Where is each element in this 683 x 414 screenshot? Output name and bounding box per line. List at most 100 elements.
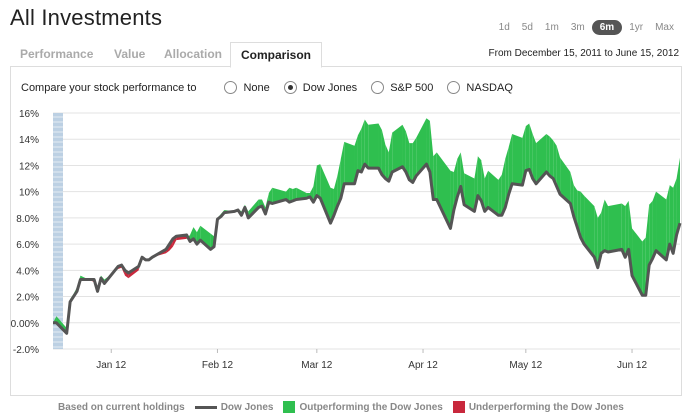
- performance-fill-segment: [429, 120, 434, 200]
- performance-fill-segment: [477, 156, 482, 201]
- performance-fill-segment: [412, 137, 417, 183]
- y-tick-label: 6.0%: [16, 240, 39, 251]
- range-max-button[interactable]: Max: [655, 22, 674, 33]
- compare-option-label: NASDAQ: [466, 81, 513, 94]
- tab-value[interactable]: Value: [114, 47, 146, 61]
- compare-option-sp500[interactable]: S&P 500: [371, 81, 433, 94]
- legend-line-swatch: [194, 405, 217, 409]
- radio-nasdaq[interactable]: [447, 81, 461, 94]
- performance-fill-segment: [53, 316, 57, 323]
- performance-fill-segment: [676, 157, 680, 235]
- performance-fill-segment: [268, 187, 273, 204]
- performance-fill-segment: [344, 141, 355, 184]
- performance-fill-segment: [669, 185, 674, 254]
- date-range-label: From December 15, 2011 to June 15, 2012: [488, 48, 679, 59]
- performance-fill-segment: [313, 165, 317, 203]
- axis-band: [53, 113, 63, 349]
- x-tick-label: Jan 12: [96, 360, 126, 371]
- performance-fill-segment: [560, 157, 571, 204]
- y-tick-label: 8.0%: [16, 214, 39, 225]
- performance-fill-segment: [416, 118, 427, 176]
- tab-comparison[interactable]: Comparison: [230, 42, 323, 68]
- compare-option-none[interactable]: None: [224, 81, 270, 94]
- radio-dow-jones[interactable]: [283, 81, 297, 94]
- range-1m-button[interactable]: 1m: [544, 22, 559, 33]
- legend-label: Outperforming the Dow Jones: [299, 401, 443, 413]
- chart-legend: Based on current holdings Dow Jones Outp…: [58, 401, 624, 413]
- legend-label: Dow Jones: [220, 401, 274, 413]
- comparison-panel: Compare your stock performance to None D…: [10, 66, 682, 396]
- performance-fill-segment: [649, 200, 653, 266]
- tab-performance[interactable]: Performance: [20, 47, 94, 61]
- range-6m-button[interactable]: 6m: [591, 20, 623, 35]
- range-3m-button[interactable]: 3m: [570, 22, 585, 33]
- range-1yr-button[interactable]: 1yr: [629, 22, 644, 33]
- performance-fill-segment: [498, 174, 502, 216]
- performance-fill-segment: [628, 200, 633, 276]
- x-tick-label: Mar 12: [301, 360, 333, 371]
- performance-fill-segment: [337, 158, 341, 207]
- performance-fill-segment: [409, 143, 413, 183]
- performance-fill-segment: [584, 195, 595, 258]
- legend-note: Based on current holdings: [58, 401, 185, 413]
- tab-allocation[interactable]: Allocation: [164, 47, 223, 61]
- performance-fill-segment: [532, 133, 537, 184]
- dow-jones-line: [53, 162, 682, 335]
- performance-fill-segment: [405, 131, 410, 180]
- performance-fill-segment: [594, 206, 598, 268]
- y-tick-label: -2.0%: [13, 345, 39, 356]
- radio-none[interactable]: [224, 81, 238, 94]
- y-tick-label: 0.00%: [11, 319, 39, 330]
- performance-fill-segment: [501, 158, 506, 216]
- compare-option-dow-jones[interactable]: Dow Jones: [283, 81, 358, 94]
- tab-bar: Performance Value Allocation Comparison: [10, 42, 683, 68]
- performance-fill-segment: [549, 136, 554, 179]
- y-tick-label: 4.0%: [16, 266, 39, 277]
- x-tick-label: Jun 12: [617, 360, 647, 371]
- performance-fill-segment: [357, 128, 362, 172]
- performance-fill-segment: [604, 199, 609, 252]
- performance-fill-segment: [481, 160, 485, 212]
- performance-fill-segment: [512, 133, 523, 186]
- performance-fill-segment: [508, 133, 513, 195]
- performance-fill-segment: [556, 145, 561, 195]
- range-5d-button[interactable]: 5d: [521, 22, 533, 33]
- performance-fill-segment: [320, 164, 331, 224]
- legend-green-swatch: [283, 401, 296, 413]
- performance-fill-segment: [433, 152, 437, 200]
- performance-fill-segment: [296, 187, 307, 200]
- performance-fill-segment: [652, 191, 657, 259]
- x-tick-label: Apr 12: [408, 360, 438, 371]
- performance-fill-segment: [460, 152, 465, 205]
- radio-sp500[interactable]: [371, 81, 385, 94]
- performance-fill-segment: [289, 187, 293, 203]
- performance-fill-segment: [381, 130, 386, 179]
- performance-fill-segment: [385, 144, 389, 182]
- performance-fill-segment: [536, 133, 547, 184]
- performance-fill-segment: [364, 119, 369, 169]
- performance-fill-segment: [436, 152, 451, 229]
- y-tick-label: 10%: [19, 188, 39, 199]
- performance-fill-segment: [580, 191, 585, 245]
- compare-option-nasdaq[interactable]: NASDAQ: [447, 81, 513, 94]
- x-tick-label: Feb 12: [202, 360, 234, 371]
- performance-fill-segment: [392, 124, 403, 172]
- legend-item-dow-jones: Dow Jones: [194, 401, 274, 413]
- x-tick-label: May 12: [509, 360, 542, 371]
- performance-fill-segment: [608, 203, 622, 252]
- y-tick-label: 14%: [19, 135, 39, 146]
- performance-fill-segment: [666, 185, 670, 260]
- performance-fill-segment: [402, 124, 406, 172]
- performance-fill-segment: [656, 191, 667, 260]
- performance-fill-segment: [625, 200, 629, 258]
- performance-fill-segment: [546, 133, 550, 176]
- legend-item-underperform: Underperforming the Dow Jones: [452, 401, 624, 413]
- performance-fill-segment: [484, 170, 489, 212]
- performance-fill-segment: [361, 119, 365, 172]
- performance-fill-segment: [488, 170, 499, 216]
- compare-option-label: S&P 500: [390, 81, 434, 94]
- compare-options: Compare your stock performance to None D…: [21, 81, 527, 94]
- range-1d-button[interactable]: 1d: [498, 22, 510, 33]
- compare-option-label: Dow Jones: [302, 81, 358, 94]
